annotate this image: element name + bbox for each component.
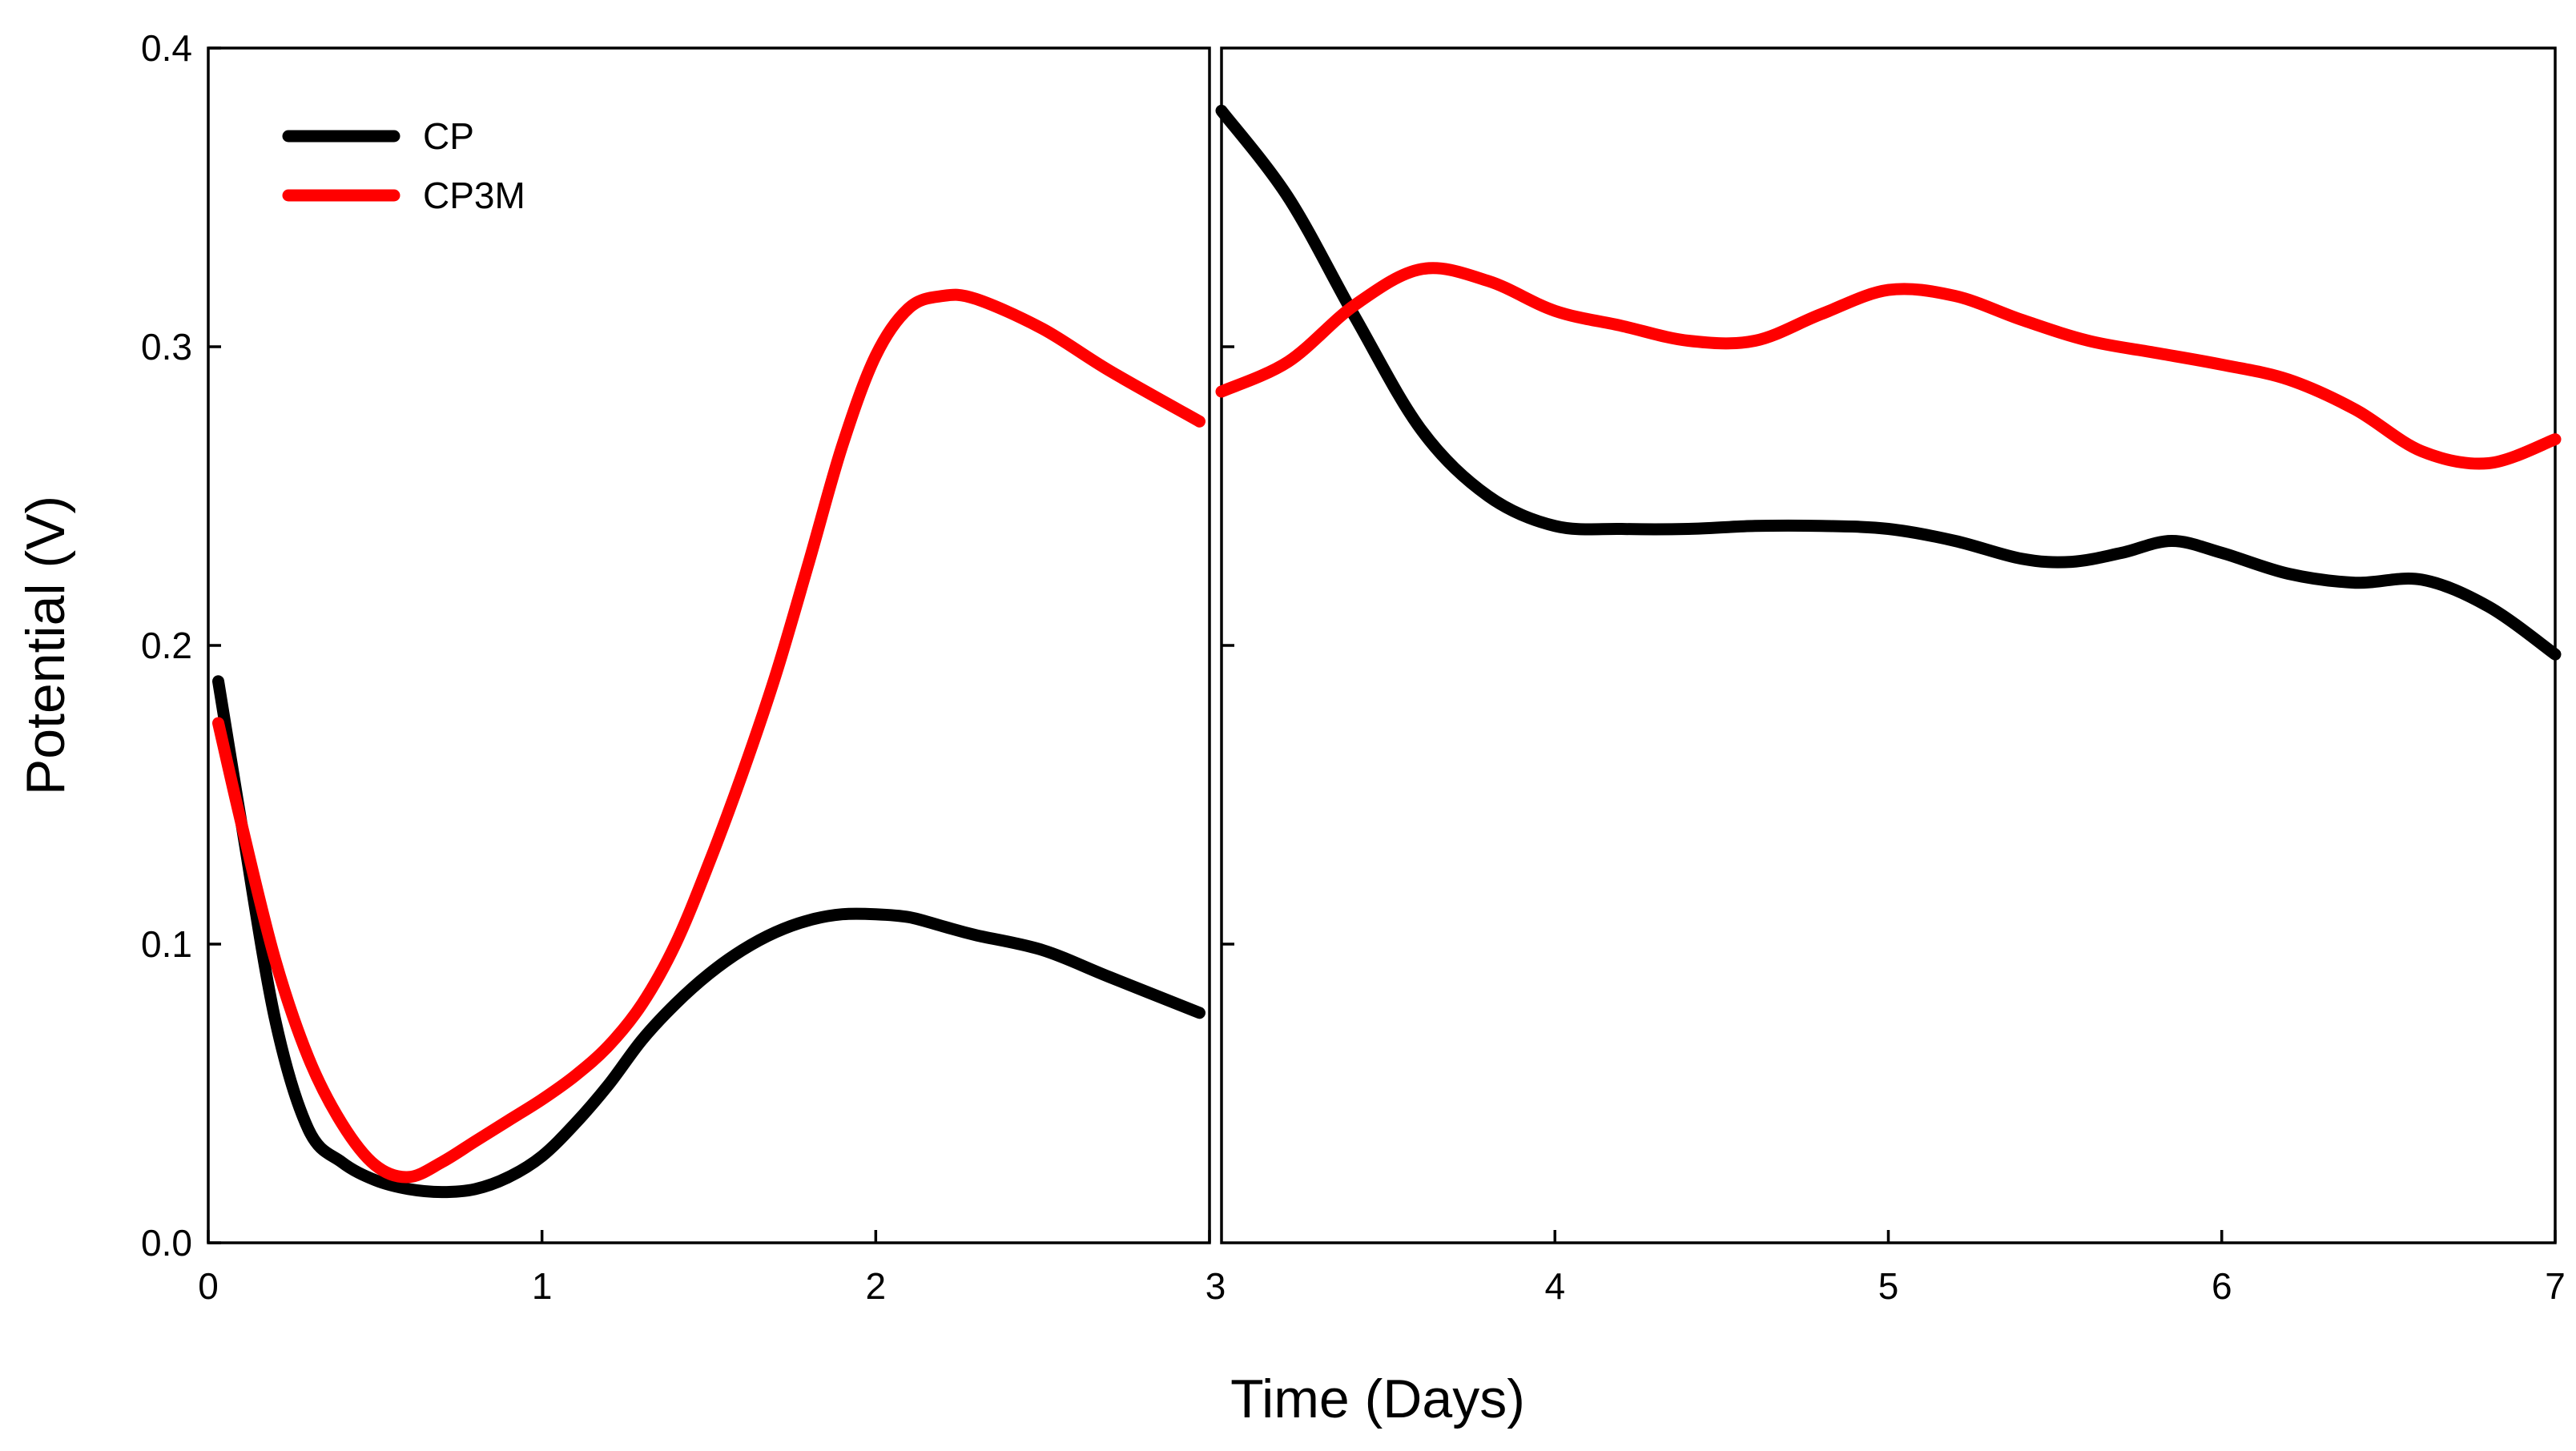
y-tick-label: 0.1	[141, 923, 192, 965]
x-tick-label: 4	[1544, 1265, 1565, 1307]
x-tick-label: 1	[532, 1265, 553, 1307]
axis-ticks: 0.0 0.1 0.2 0.3 0.4 0 1 2 3 4 5 6 7	[141, 27, 2566, 1307]
y-tick-label: 0.4	[141, 27, 192, 69]
right-panel-frame	[1220, 46, 2557, 1244]
x-tick-label: 6	[2212, 1265, 2232, 1307]
x-tick-label: 0	[198, 1265, 219, 1307]
y-tick-label: 0.3	[141, 326, 192, 368]
series-line-cp-left	[212, 675, 1205, 1199]
series-lines	[212, 104, 2562, 1199]
series-line-cp3m-left	[212, 288, 1205, 1184]
x-axis-title: Time (Days)	[1230, 1369, 1525, 1429]
series-line-cp3m-right	[1215, 262, 2562, 470]
y-tick-label: 0.2	[141, 625, 192, 666]
x-tick-label: 7	[2545, 1265, 2566, 1307]
legend-label-cp: CP	[423, 115, 474, 157]
x-tick-label: 3	[1205, 1265, 1226, 1307]
x-tick-label: 2	[866, 1265, 887, 1307]
y-axis-title: Potential (V)	[15, 496, 76, 795]
legend-label-cp3m: CP3M	[423, 175, 525, 216]
x-tick-label: 5	[1878, 1265, 1899, 1307]
left-panel-frame	[207, 46, 1211, 1244]
y-tick-label: 0.0	[141, 1222, 192, 1264]
series-line-cp-right	[1215, 104, 2562, 661]
legend: CP CP3M	[282, 115, 525, 216]
